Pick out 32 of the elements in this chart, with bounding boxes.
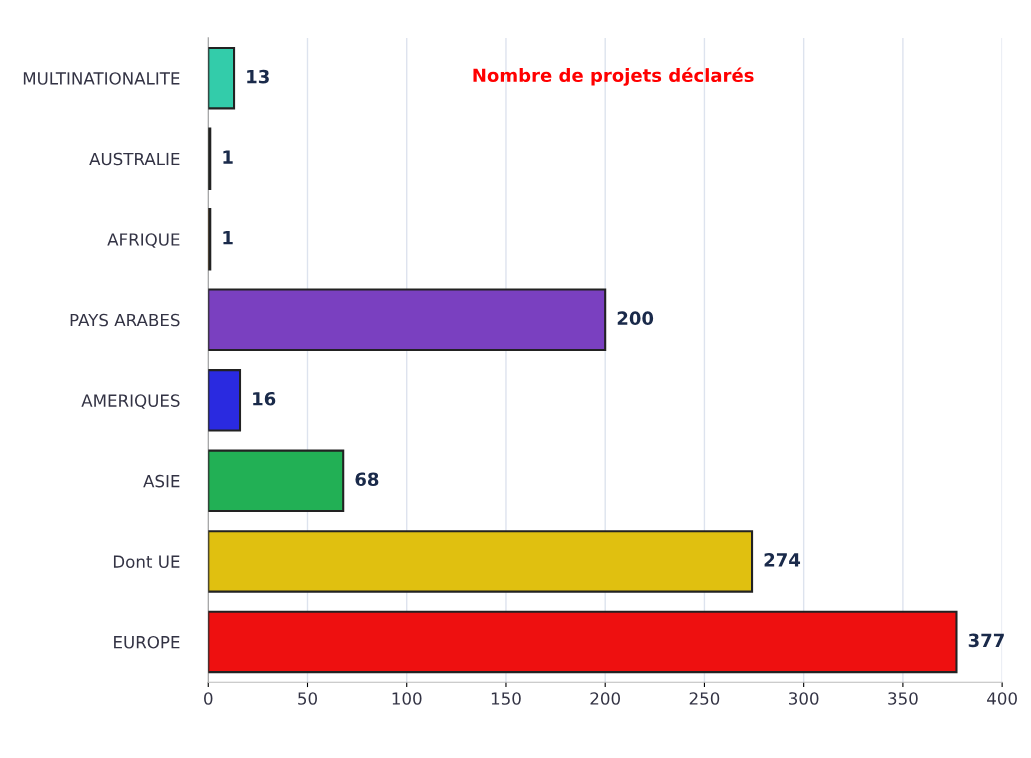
text: Nombre de projets déclarés (473, 67, 754, 86)
x-tick-label: 300 (789, 692, 819, 705)
x-tick-label: 250 (689, 692, 720, 705)
bar (208, 530, 754, 593)
bar (208, 449, 345, 513)
y-tick-label: AUSTRALIE (89, 152, 180, 166)
y-tick-label: AMERIQUES (81, 394, 180, 409)
data-label: 1 (223, 231, 233, 245)
bar (208, 369, 242, 432)
bar (208, 288, 607, 352)
data-label: 16 (253, 391, 276, 406)
data-label: 68 (355, 472, 379, 487)
y-tick-label: ASIE (143, 474, 180, 488)
x-tick-label: 150 (491, 692, 521, 705)
y-tick-label: PAYS ARABES (70, 313, 180, 327)
data-label: 274 (764, 552, 801, 567)
y-tick-label: Dont UE (113, 555, 180, 568)
y-tick-label: EUROPE (114, 635, 180, 649)
data-label: 13 (247, 69, 269, 84)
x-tick-label: 0 (204, 692, 213, 705)
x-tick-label: 400 (987, 692, 1017, 705)
x-tick-label: 200 (590, 692, 620, 705)
x-tick-label: 50 (298, 692, 317, 705)
bar (208, 46, 236, 110)
data-label: 200 (617, 311, 654, 326)
bar (208, 610, 958, 674)
x-tick-label: 350 (888, 692, 918, 705)
y-tick-label: AFRIQUE (107, 233, 180, 248)
y-tick-label: MULTINATIONALITE (23, 72, 180, 85)
data-label: 377 (968, 633, 1004, 648)
x-tick-label: 100 (392, 692, 422, 705)
data-label: 1 (223, 150, 233, 164)
